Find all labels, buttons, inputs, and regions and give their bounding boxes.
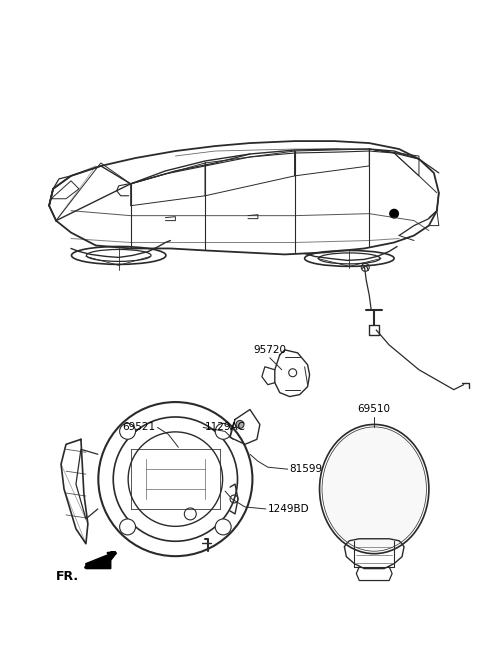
Circle shape [389,209,399,219]
Text: FR.: FR. [56,570,79,583]
Circle shape [120,519,135,535]
Circle shape [120,423,135,440]
Text: 69510: 69510 [358,405,391,415]
Text: 95720: 95720 [253,345,287,355]
Text: 1249BD: 1249BD [268,504,310,514]
Ellipse shape [320,424,429,553]
Polygon shape [86,552,116,569]
Text: 69521: 69521 [122,422,156,432]
Circle shape [236,421,244,428]
Circle shape [215,519,231,535]
Circle shape [215,423,231,440]
Text: 81599: 81599 [290,464,323,474]
Text: 1129AC: 1129AC [205,422,246,432]
